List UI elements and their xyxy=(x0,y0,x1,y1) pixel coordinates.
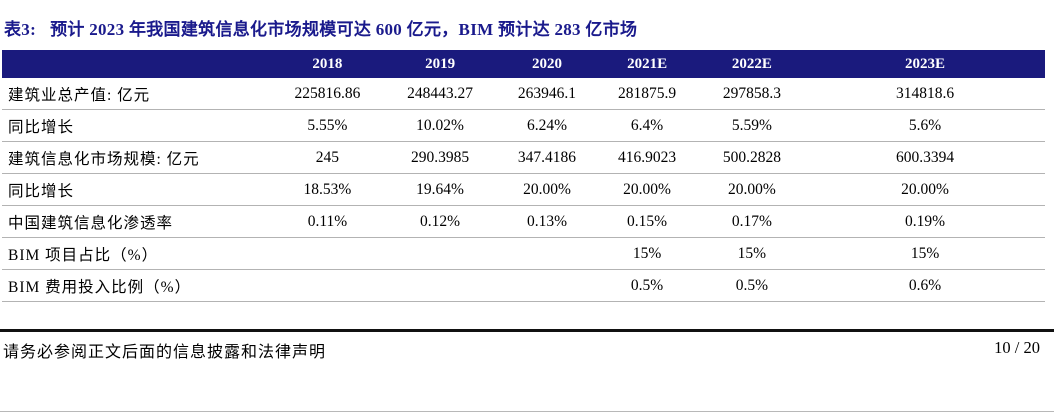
cell-value: 290.3985 xyxy=(381,141,499,174)
cell-value: 416.9023 xyxy=(595,141,699,174)
cell-value: 347.4186 xyxy=(498,141,596,174)
row-label: BIM 费用投入比例（%） xyxy=(2,269,274,302)
cell-value: 0.12% xyxy=(381,205,499,238)
cell-value: 0.13% xyxy=(498,205,596,238)
header-cell-label xyxy=(2,50,274,78)
cell-value: 500.2828 xyxy=(698,141,806,174)
data-table: 2018 2019 2020 2021E 2022E 2023E 建筑业总产值: 亿元 22… xyxy=(2,50,1045,302)
cell-value: 20.00% xyxy=(805,173,1045,206)
cell-value: 248443.27 xyxy=(381,78,499,110)
cell-value xyxy=(273,269,382,302)
cell-value: 0.15% xyxy=(595,205,699,238)
cell-value: 20.00% xyxy=(498,173,596,206)
cell-value: 263946.1 xyxy=(498,78,596,110)
header-cell-year: 2021E xyxy=(595,50,699,78)
cell-value: 5.59% xyxy=(698,109,806,142)
row-label: 中国建筑信息化渗透率 xyxy=(2,205,274,238)
cell-value: 5.55% xyxy=(273,109,382,142)
cell-value: 225816.86 xyxy=(273,78,382,110)
footer-bar: 请务必参阅正文后面的信息披露和法律声明 10 / 20 xyxy=(0,336,1054,362)
row-label: BIM 项目占比（%） xyxy=(2,237,274,270)
row-label: 同比增长 xyxy=(2,173,274,206)
cell-value: 20.00% xyxy=(698,173,806,206)
cell-value: 0.5% xyxy=(595,269,699,302)
cell-value: 10.02% xyxy=(381,109,499,142)
row-label: 同比增长 xyxy=(2,109,274,142)
cell-value: 6.24% xyxy=(498,109,596,142)
table-row: 同比增长 18.53% 19.64% 20.00% 20.00% 20.00% 20.00% xyxy=(2,173,1045,206)
cell-value: 0.11% xyxy=(273,205,382,238)
header-cell-year: 2019 xyxy=(381,50,499,78)
cell-value xyxy=(498,237,596,270)
cell-value: 0.5% xyxy=(698,269,806,302)
cell-value: 0.17% xyxy=(698,205,806,238)
table-row: 建筑信息化市场规模: 亿元 245 290.3985 347.4186 416.9023… xyxy=(2,141,1045,174)
footer-disclaimer: 请务必参阅正文后面的信息披露和法律声明 xyxy=(3,344,327,361)
cell-value xyxy=(381,237,499,270)
table-header-row: 2018 2019 2020 2021E 2022E 2023E xyxy=(2,50,1045,78)
cell-value: 5.6% xyxy=(805,109,1045,142)
table-row: BIM 费用投入比例（%） 0.5% 0.5% 0.6% xyxy=(2,269,1045,302)
cell-value: 15% xyxy=(698,237,806,270)
page-number: 10 / 20 xyxy=(994,338,1040,357)
cell-value: 15% xyxy=(595,237,699,270)
cell-value xyxy=(381,269,499,302)
cell-value: 15% xyxy=(805,237,1045,270)
cell-value xyxy=(498,269,596,302)
cell-value: 0.19% xyxy=(805,205,1045,238)
cell-value: 245 xyxy=(273,141,382,174)
table-row: BIM 项目占比（%） 15% 15% 15% xyxy=(2,237,1045,270)
header-cell-year: 2022E xyxy=(698,50,806,78)
bottom-edge-line xyxy=(0,411,1054,412)
table-title: 表3: 预计 2023 年我国建筑信息化市场规模可达 600 亿元，BIM 预计达… xyxy=(0,0,1054,50)
cell-value: 314818.6 xyxy=(805,78,1045,110)
cell-value: 297858.3 xyxy=(698,78,806,110)
cell-value: 18.53% xyxy=(273,173,382,206)
header-cell-year: 2023E xyxy=(805,50,1045,78)
cell-value: 19.64% xyxy=(381,173,499,206)
header-cell-year: 2018 xyxy=(273,50,382,78)
row-label: 建筑信息化市场规模: 亿元 xyxy=(2,141,274,174)
cell-value: 0.6% xyxy=(805,269,1045,302)
table-body: 建筑业总产值: 亿元 225816.86 248443.27 263946.1 2818… xyxy=(2,78,1045,302)
row-label: 建筑业总产值: 亿元 xyxy=(2,78,274,110)
cell-value: 600.3394 xyxy=(805,141,1045,174)
header-cell-year: 2020 xyxy=(498,50,596,78)
table-row: 建筑业总产值: 亿元 225816.86 248443.27 263946.1 2818… xyxy=(2,78,1045,110)
cell-value: 281875.9 xyxy=(595,78,699,110)
cell-value: 20.00% xyxy=(595,173,699,206)
table-title-text: 预计 2023 年我国建筑信息化市场规模可达 600 亿元，BIM 预计达 28… xyxy=(50,20,638,39)
table-title-prefix: 表3: xyxy=(4,20,37,39)
footer-rule xyxy=(0,329,1054,332)
cell-value xyxy=(273,237,382,270)
cell-value: 6.4% xyxy=(595,109,699,142)
table-row: 中国建筑信息化渗透率 0.11% 0.12% 0.13% 0.15% 0.17% 0.19% xyxy=(2,205,1045,238)
table-row: 同比增长 5.55% 10.02% 6.24% 6.4% 5.59% 5.6% xyxy=(2,109,1045,142)
